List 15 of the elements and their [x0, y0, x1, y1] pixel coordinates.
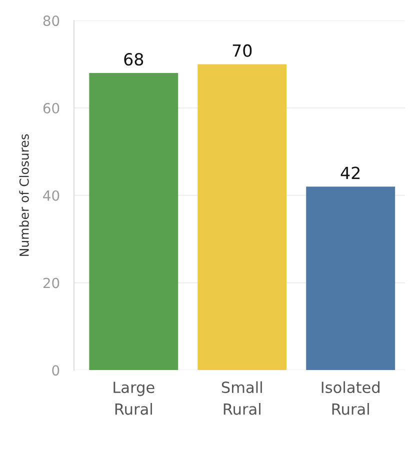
y-tick-label: 80: [43, 16, 60, 26]
bar: [89, 73, 178, 370]
y-tick-label: 20: [43, 278, 60, 288]
y-tick-label: 60: [43, 102, 60, 114]
data-label: 42: [340, 166, 360, 179]
y-tick-label: 0: [52, 365, 60, 376]
x-tick-label: Small Rural: [222, 381, 262, 415]
x-tick-label: Large Rural: [114, 382, 154, 415]
bar: [306, 186, 396, 370]
x-tick-label: Isolated Rural: [322, 381, 380, 415]
y-tick-label: 40: [43, 190, 60, 201]
y-axis-title: Number of Closures: [19, 134, 29, 256]
data-label: 68: [124, 53, 144, 66]
bar: [198, 64, 287, 370]
data-label: 70: [232, 44, 252, 57]
